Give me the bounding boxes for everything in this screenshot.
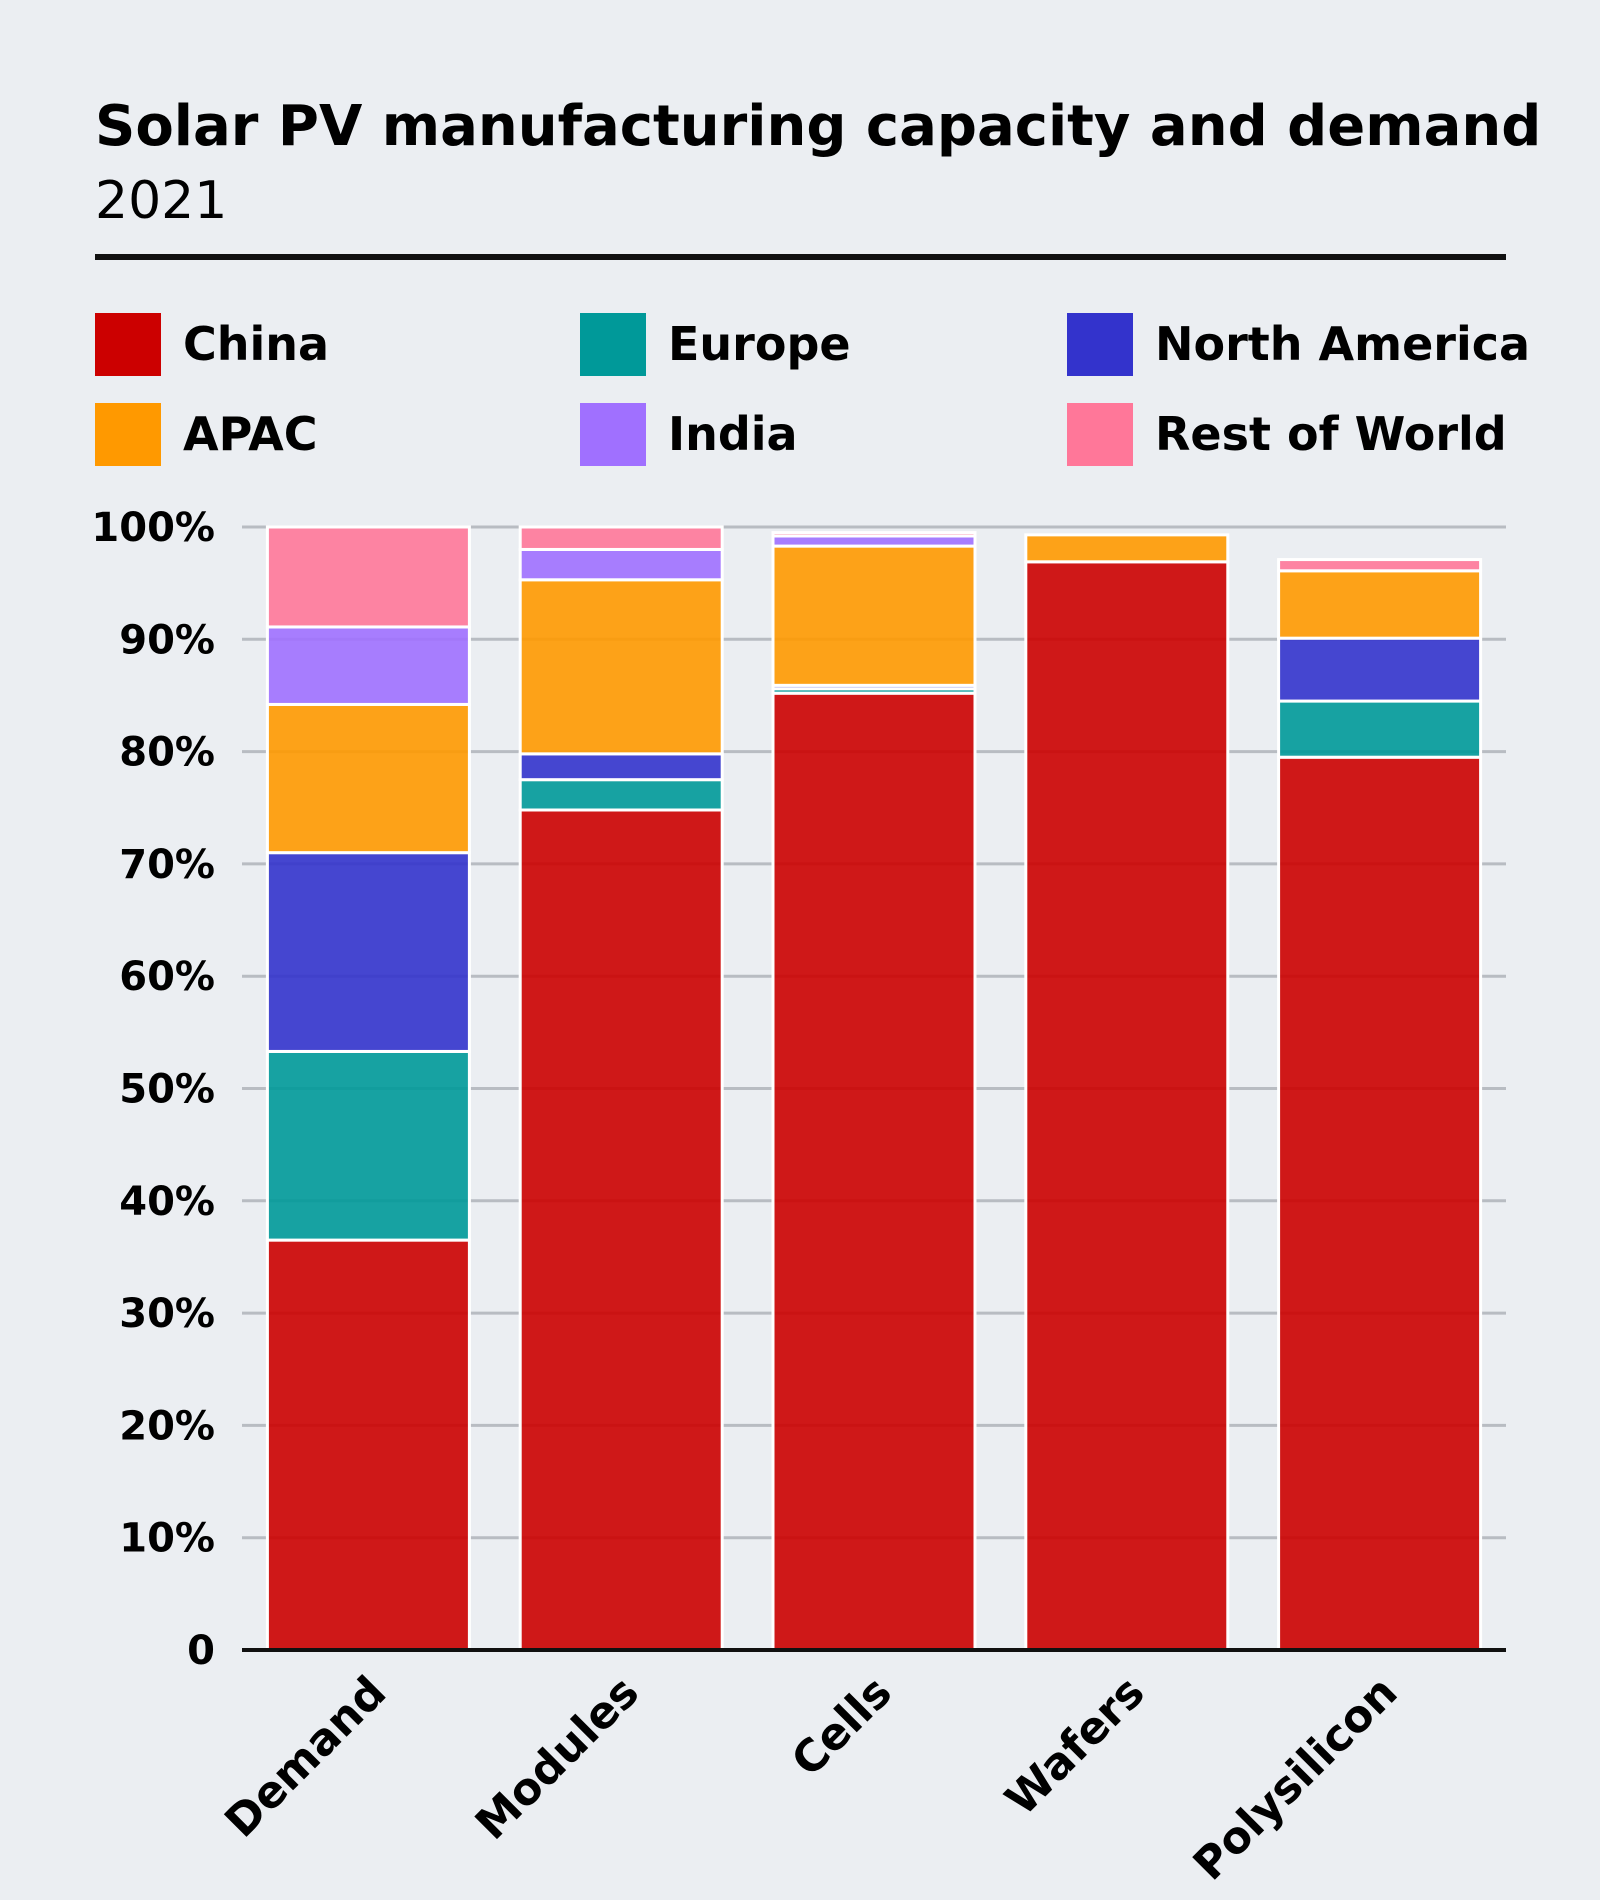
bar-demand-rest-of-world — [265, 525, 471, 629]
bar-polysilicon-china — [1277, 755, 1483, 1652]
legend-label-india: India — [668, 407, 798, 461]
x-tick-cells: Cells — [782, 1667, 902, 1787]
bar-polysilicon-north-america — [1277, 636, 1483, 703]
x-tick-modules: Modules — [466, 1667, 649, 1850]
legend: China Europe North America APAC India Rest of… — [95, 313, 1530, 466]
bar-demand-india — [265, 625, 471, 706]
bar-modules-china — [518, 808, 724, 1652]
x-tick-demand: Demand — [215, 1667, 396, 1848]
y-tick-90: 90% — [119, 617, 215, 663]
bar-cells-rest-of-world — [771, 531, 977, 538]
bar-polysilicon-europe — [1277, 699, 1483, 759]
bar-polysilicon-apac — [1277, 569, 1483, 640]
y-tick-80: 80% — [119, 730, 215, 776]
y-tick-0: 0 — [187, 1628, 215, 1674]
bar-demand-europe — [265, 1049, 471, 1242]
bar-cells-apac — [771, 544, 977, 687]
legend-swatch-north-america — [1067, 313, 1133, 376]
bar-modules-rest-of-world — [518, 525, 724, 551]
bars — [265, 525, 1483, 1652]
y-tick-20: 20% — [119, 1403, 215, 1449]
bar-polysilicon-rest-of-world — [1277, 558, 1483, 573]
legend-swatch-europe — [580, 313, 646, 376]
y-tick-50: 50% — [119, 1067, 215, 1113]
x-tick-polysilicon: Polysilicon — [1184, 1667, 1408, 1891]
legend-label-china: China — [183, 317, 329, 371]
x-tick-wafers: Wafers — [996, 1667, 1155, 1826]
bar-demand-apac — [265, 702, 471, 855]
bar-demand-china — [265, 1238, 471, 1652]
bar-demand-north-america — [265, 851, 471, 1053]
bar-cells-india — [771, 534, 977, 548]
y-tick-10: 10% — [119, 1516, 215, 1562]
bar-modules-north-america — [518, 752, 724, 782]
bar-cells-china — [771, 691, 977, 1652]
legend-swatch-rest-of-world — [1067, 403, 1133, 466]
chart-title: Solar PV manufacturing capacity and dema… — [95, 94, 1541, 159]
y-tick-70: 70% — [119, 842, 215, 888]
y-tick-40: 40% — [119, 1179, 215, 1225]
bar-modules-india — [518, 547, 724, 582]
y-tick-100: 100% — [91, 505, 215, 551]
y-tick-60: 60% — [119, 954, 215, 1000]
chart-subtitle: 2021 — [95, 171, 227, 231]
legend-swatch-apac — [95, 403, 161, 466]
bar-modules-europe — [518, 778, 724, 812]
legend-swatch-china — [95, 313, 161, 376]
legend-label-north-america: North America — [1155, 317, 1530, 371]
legend-label-apac: APAC — [183, 407, 317, 461]
bar-modules-apac — [518, 578, 724, 756]
y-tick-30: 30% — [119, 1291, 215, 1337]
bar-wafers-apac — [1024, 533, 1230, 564]
legend-label-rest-of-world: Rest of World — [1155, 407, 1507, 461]
legend-label-europe: Europe — [668, 317, 851, 371]
bar-wafers-china — [1024, 560, 1230, 1652]
legend-swatch-india — [580, 403, 646, 466]
